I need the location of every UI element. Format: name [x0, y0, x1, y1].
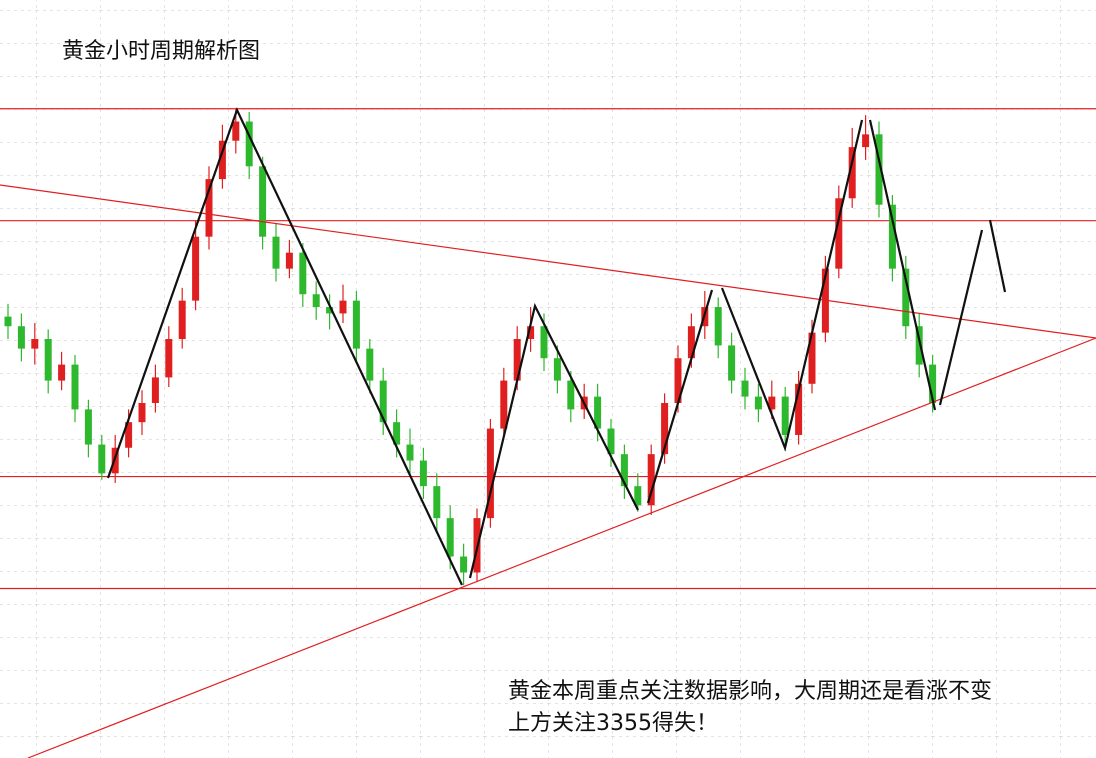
annotation: 上方关注3355得失！: [508, 711, 718, 736]
candle-body: [929, 364, 937, 403]
candle-body: [875, 134, 883, 205]
candle-body: [406, 444, 414, 461]
candle-body: [312, 294, 320, 308]
candle-body: [594, 396, 602, 429]
candle-body: [567, 380, 575, 410]
candle-body: [125, 422, 133, 448]
candle-body: [285, 252, 293, 269]
candle-body: [165, 339, 173, 378]
candle-body: [795, 383, 803, 435]
wave: [646, 289, 714, 504]
candle-body: [835, 198, 843, 269]
candle-body: [754, 396, 762, 410]
candle-body: [259, 166, 267, 237]
candle-body: [768, 396, 776, 410]
candle-body: [862, 134, 870, 148]
candle-body: [98, 444, 106, 474]
candle-body: [31, 339, 39, 349]
candle-body: [848, 147, 856, 199]
candle-body: [674, 358, 682, 403]
trend-line: [27, 337, 1096, 758]
candle-body: [339, 300, 347, 314]
candle-body: [687, 326, 695, 359]
wave: [988, 219, 1007, 293]
candle-body: [915, 326, 923, 365]
candle-body: [620, 454, 628, 487]
candle-body: [58, 364, 66, 381]
candle-body: [192, 236, 200, 301]
wave: [868, 119, 937, 411]
wave: [720, 119, 864, 452]
candle-body: [741, 380, 749, 397]
candle-body: [17, 326, 25, 349]
candle-body: [728, 345, 736, 381]
candle-body: [44, 339, 52, 381]
wave: [938, 229, 984, 406]
candle-body: [393, 422, 401, 445]
candle-body: [661, 402, 669, 455]
candle-body: [607, 428, 615, 455]
candle-body: [218, 140, 226, 180]
levels: [0, 108, 1096, 590]
candle-body: [205, 179, 213, 237]
candle-body: [138, 402, 146, 423]
wave: [106, 107, 463, 586]
candle-body: [500, 380, 508, 429]
candle-body: [553, 358, 561, 381]
candle-body: [419, 460, 427, 487]
candle-body: [366, 348, 374, 381]
candle-body: [379, 380, 387, 423]
candle-body: [71, 364, 79, 410]
wave: [468, 302, 639, 579]
annotation: 黄金本周重点关注数据影响，大周期还是看涨不变: [508, 679, 992, 704]
candle-body: [446, 518, 454, 557]
candle-body: [634, 486, 642, 506]
candle-body: [647, 454, 655, 506]
candle-body: [527, 326, 535, 340]
candle-body: [84, 409, 92, 445]
candle-body: [540, 326, 548, 359]
candle-body: [781, 396, 789, 435]
candle-body: [902, 268, 910, 327]
candle-body: [245, 121, 253, 167]
candle-body: [486, 428, 494, 519]
candle-body: [433, 486, 441, 519]
candle-body: [808, 332, 816, 384]
candle-body: [714, 307, 722, 346]
candle-body: [299, 252, 307, 295]
candle-body: [232, 121, 240, 141]
candle-body: [513, 339, 521, 381]
candle-body: [151, 377, 159, 403]
chart-title: 黄金小时周期解析图: [62, 39, 260, 64]
candle-body: [4, 316, 12, 327]
wave-lines: [106, 107, 1007, 586]
candle-body: [888, 204, 896, 269]
candle-body: [460, 556, 468, 573]
candle-body: [352, 300, 360, 349]
candle-body: [272, 236, 280, 269]
candle-body: [178, 300, 186, 340]
candle-body: [326, 307, 334, 314]
